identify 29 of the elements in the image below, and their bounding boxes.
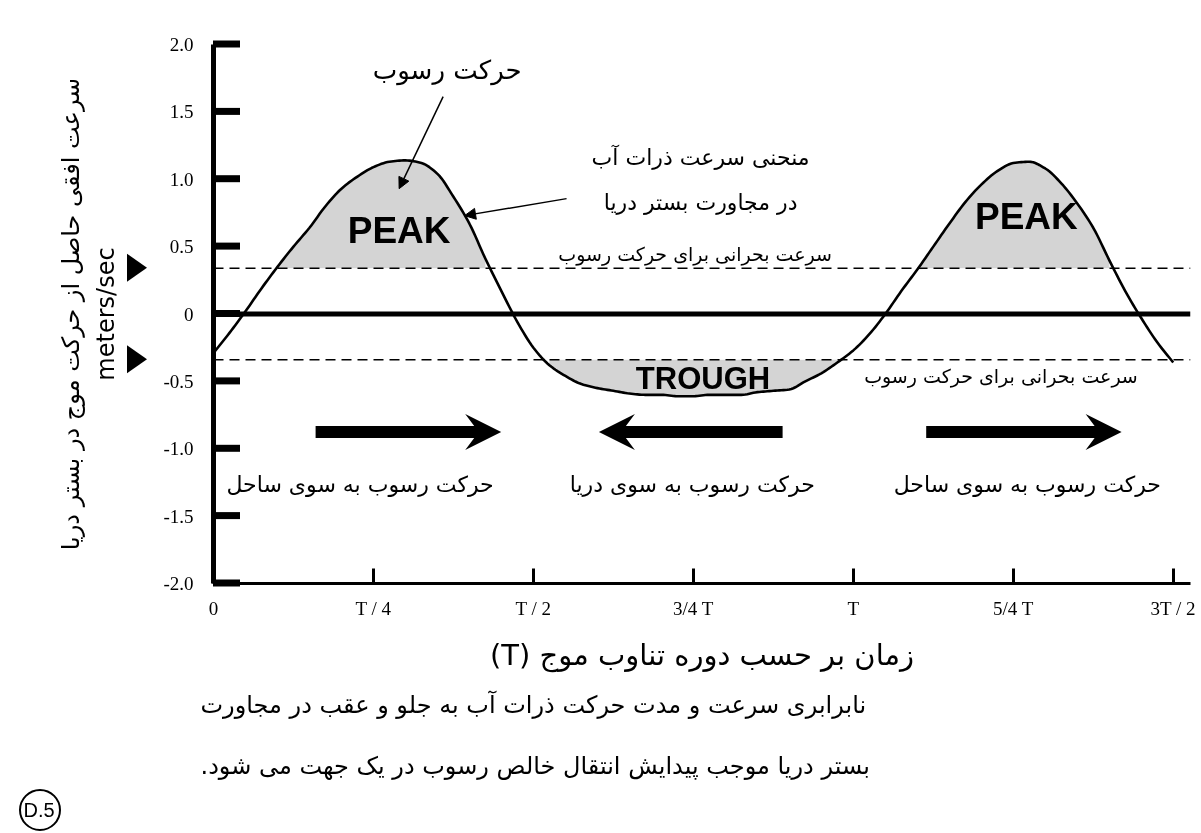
y-tick-label: -2.0 [163, 573, 194, 594]
x-axis-title: زمان بر حسب دوره تناوب موج (T) [490, 637, 915, 673]
x-tick-label: 0 [208, 597, 219, 619]
x-tick-label: T [847, 597, 860, 619]
annotation: منحنی سرعت ذرات آب در مجاورت بستر دریا [591, 143, 810, 215]
annotation: حرکت رسوب [372, 54, 522, 86]
x-tick-label: T / 2 [515, 597, 552, 619]
annotation: PEAK [347, 209, 451, 251]
y-tick-label: 2.0 [169, 34, 194, 55]
annotation: حرکت رسوب به سوی دریا [569, 472, 815, 498]
y-tick-label: 0.5 [169, 236, 194, 258]
y-tick-label: 0 [184, 303, 194, 325]
y-tick-label: 1.5 [169, 101, 194, 123]
text: نابرابری سرعت و مدت حرکت ذرات آب به جلو و عقب در مجاورت بستر دریا موجب پیدایش انتقال خالص رسوب در یک جهت می شود. [200, 690, 871, 781]
x-tick-label: 5/4 T [992, 597, 1034, 619]
x-tick-label: T / 4 [355, 597, 392, 619]
ref-line-label: سرعت بحرانی برای حرکت رسوب [558, 243, 832, 267]
y-tick-label: -1.5 [163, 505, 194, 527]
x-tick-label: 3T / 2 [1150, 597, 1196, 619]
annotation: PEAK [974, 196, 1079, 238]
annotation: TROUGH [635, 361, 771, 397]
annotation: حرکت رسوب به سوی ساحل [226, 472, 494, 498]
text: D.5 [23, 798, 55, 821]
x-tick-label: 3/4 T [673, 597, 714, 619]
y-tick-label: -1.0 [163, 438, 194, 460]
y-tick-label: 1.0 [169, 168, 194, 190]
ref-line-label: سرعت بحرانی برای حرکت رسوب [864, 364, 1138, 388]
annotation: حرکت رسوب به سوی ساحل [893, 472, 1161, 498]
y-tick-label: -0.5 [163, 370, 194, 392]
